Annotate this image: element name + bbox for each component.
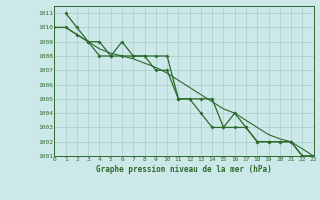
X-axis label: Graphe pression niveau de la mer (hPa): Graphe pression niveau de la mer (hPa) — [96, 165, 272, 174]
